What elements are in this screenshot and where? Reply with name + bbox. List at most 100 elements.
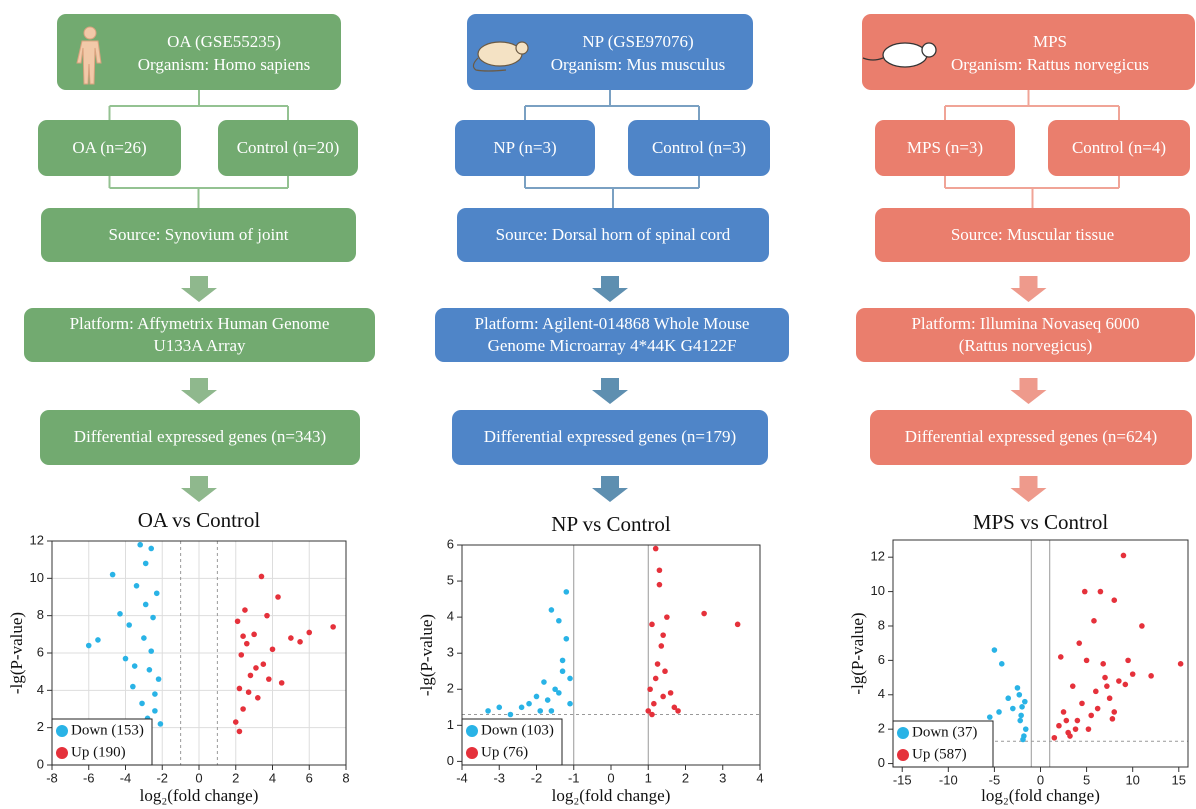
arrow: [181, 476, 217, 502]
point: [735, 622, 741, 628]
point: [485, 708, 491, 714]
x-tick-label: 8: [342, 770, 349, 785]
point: [235, 618, 241, 624]
x-tick-label: 10: [1125, 772, 1139, 787]
platform: Genome Microarray 4*44K G4122F: [488, 336, 737, 355]
x-tick-label: -2: [531, 770, 543, 785]
group-label: OA (n=26): [72, 138, 146, 157]
point: [95, 637, 101, 643]
y-tick-label: 3: [447, 645, 454, 660]
chart-title: MPS vs Control: [973, 510, 1109, 534]
point: [1110, 716, 1116, 722]
arrow: [1011, 476, 1047, 502]
platform: (Rattus norvegicus): [959, 336, 1093, 355]
x-tick-label: -10: [939, 772, 958, 787]
point: [564, 636, 570, 642]
group-label: Control (n=20): [237, 138, 340, 157]
platform: Platform: Agilent-014868 Whole Mouse: [475, 314, 750, 333]
y-tick-label: 12: [30, 532, 44, 547]
point: [1073, 726, 1079, 732]
point: [288, 635, 294, 641]
y-tick-label: 0: [878, 755, 885, 770]
point: [1058, 654, 1064, 660]
point: [996, 709, 1002, 715]
x-axis-label: log₂(fold change): [552, 786, 671, 805]
point: [1178, 661, 1184, 667]
y-tick-label: 2: [37, 719, 44, 734]
point: [1084, 658, 1090, 664]
y-tick-label: 6: [447, 536, 454, 551]
point: [1018, 713, 1024, 719]
x-tick-label: 15: [1172, 772, 1186, 787]
point: [139, 701, 145, 707]
x-tick-label: -5: [989, 772, 1001, 787]
point: [545, 697, 551, 703]
x-tick-label: 3: [719, 770, 726, 785]
dataset-title: NP (GSE97076): [582, 32, 693, 51]
point: [1121, 553, 1127, 559]
point: [86, 643, 92, 649]
legend-swatch: [897, 727, 909, 739]
point: [110, 572, 116, 578]
point: [130, 684, 136, 690]
point: [664, 614, 670, 620]
point: [657, 567, 663, 573]
point: [1022, 699, 1028, 705]
point: [1017, 718, 1023, 724]
legend-label: Down (37): [912, 724, 977, 740]
source: Source: Synovium of joint: [109, 225, 289, 244]
group-label: MPS (n=3): [907, 138, 983, 157]
point: [655, 661, 661, 667]
point: [1095, 706, 1101, 712]
point: [238, 652, 244, 658]
point: [1125, 658, 1131, 664]
x-tick-label: -4: [456, 770, 468, 785]
point: [240, 633, 246, 639]
x-tick-label: 4: [756, 770, 763, 785]
point: [541, 679, 547, 685]
point: [1064, 718, 1070, 724]
point: [556, 690, 562, 696]
point: [701, 611, 707, 617]
point: [1130, 671, 1136, 677]
point: [279, 680, 285, 686]
point: [1123, 682, 1129, 688]
y-tick-label: 4: [447, 609, 454, 624]
figure: OA (GSE55235)Organism: Homo sapiensOA (n…: [0, 0, 1196, 809]
y-tick-label: 0: [447, 753, 454, 768]
point: [1111, 709, 1117, 715]
point: [1079, 701, 1085, 707]
point: [306, 630, 312, 636]
point: [649, 712, 655, 718]
point: [1019, 704, 1025, 710]
point: [147, 667, 153, 673]
point: [1102, 675, 1108, 681]
point: [1052, 735, 1058, 741]
point: [675, 708, 681, 714]
point: [148, 648, 154, 654]
point: [1023, 726, 1029, 732]
y-tick-label: 2: [447, 681, 454, 696]
deg-count: Differential expressed genes (n=343): [74, 427, 326, 446]
point: [132, 663, 138, 669]
point: [519, 704, 525, 710]
organism: Organism: Mus musculus: [551, 55, 725, 74]
point: [240, 706, 246, 712]
x-tick-label: -3: [493, 770, 505, 785]
chart-title: OA vs Control: [138, 508, 261, 532]
point: [567, 676, 573, 682]
point: [158, 721, 164, 727]
point: [117, 611, 123, 617]
point: [137, 542, 143, 548]
point: [253, 665, 259, 671]
group-label: Control (n=4): [1072, 138, 1166, 157]
point: [537, 708, 543, 714]
x-tick-label: -8: [46, 770, 58, 785]
legend-swatch: [466, 747, 478, 759]
deg-count: Differential expressed genes (n=624): [905, 427, 1157, 446]
point: [248, 673, 254, 679]
x-tick-label: -1: [568, 770, 580, 785]
